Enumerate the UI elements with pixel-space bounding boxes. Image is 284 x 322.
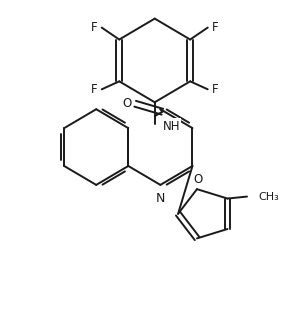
Text: F: F [212,21,219,34]
Text: N: N [156,192,165,205]
Text: F: F [91,83,97,96]
Text: O: O [193,173,202,186]
Text: NH: NH [162,120,180,133]
Text: O: O [123,97,132,110]
Text: F: F [212,83,219,96]
Text: F: F [91,21,97,34]
Text: CH₃: CH₃ [259,192,279,202]
